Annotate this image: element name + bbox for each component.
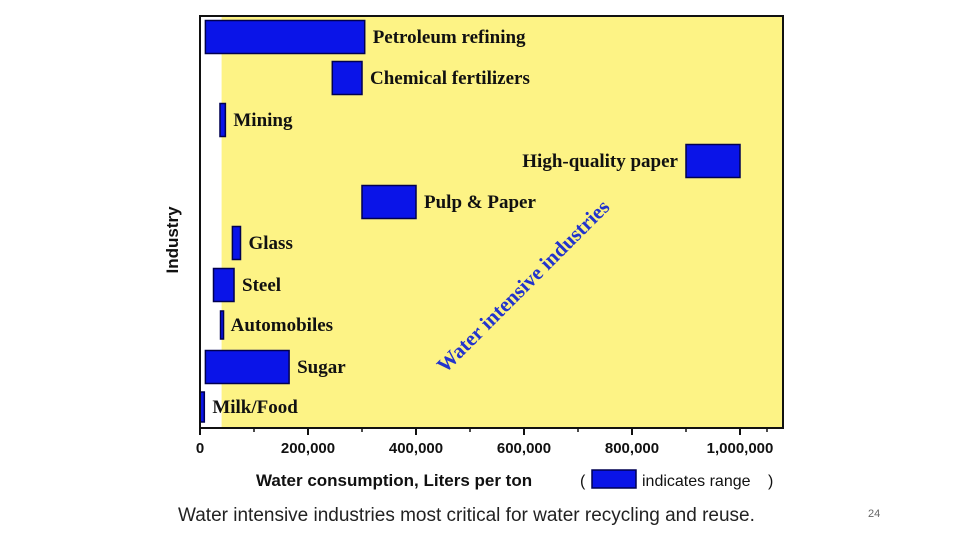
bar-petroleum-refining [204, 19, 366, 55]
shaded-region [221, 16, 784, 428]
x-tick-label: 600,000 [497, 440, 551, 457]
bar-label: Sugar [297, 357, 346, 378]
bar-label: Steel [242, 275, 281, 296]
legend-close-paren: ) [768, 473, 773, 490]
bar-chemical-fertilizers [331, 60, 363, 96]
x-tick-label: 400,000 [389, 440, 443, 457]
slide-caption: Water intensive industries most critical… [178, 505, 755, 526]
page-number: 24 [868, 508, 881, 520]
x-tick-label: 200,000 [281, 440, 335, 457]
bar-label: Petroleum refining [373, 27, 526, 48]
bar-pulp-paper [361, 184, 417, 220]
bar-label: Mining [233, 110, 293, 131]
bar-label: Chemical fertilizers [370, 68, 530, 89]
bar-label: Glass [249, 233, 293, 254]
x-tick-label: 1,000,000 [707, 440, 774, 457]
range-bars [199, 19, 741, 423]
bar-sugar [204, 349, 290, 385]
legend-open-paren: ( [580, 473, 586, 490]
bar-label: Pulp & Paper [424, 192, 536, 213]
legend-text: indicates range [642, 473, 751, 490]
plot-frame [199, 15, 784, 429]
x-tick-label: 800,000 [605, 440, 659, 457]
bar-mining [219, 102, 227, 138]
bar-steel [212, 267, 235, 303]
x-axis-ticks: 0 200,000 400,000 600,000 800,000 1,000,000 [196, 428, 774, 457]
y-axis-title: Industry [163, 206, 182, 274]
bar-labels: Petroleum refining Chemical fertilizers Mi… [212, 27, 678, 418]
bar-automobiles [219, 310, 225, 340]
bar-high-quality-paper [685, 143, 741, 179]
x-axis-title: Water consumption, Liters per ton [256, 471, 532, 490]
bar-label: Automobiles [231, 315, 333, 336]
bar-label: Milk/Food [212, 397, 298, 418]
legend-range-swatch [591, 469, 637, 489]
x-tick-label: 0 [196, 440, 204, 457]
bar-glass [231, 225, 242, 261]
bar-label: High-quality paper [522, 151, 678, 172]
water-consumption-chart: Petroleum refining Chemical fertilizers Mi… [163, 15, 784, 490]
